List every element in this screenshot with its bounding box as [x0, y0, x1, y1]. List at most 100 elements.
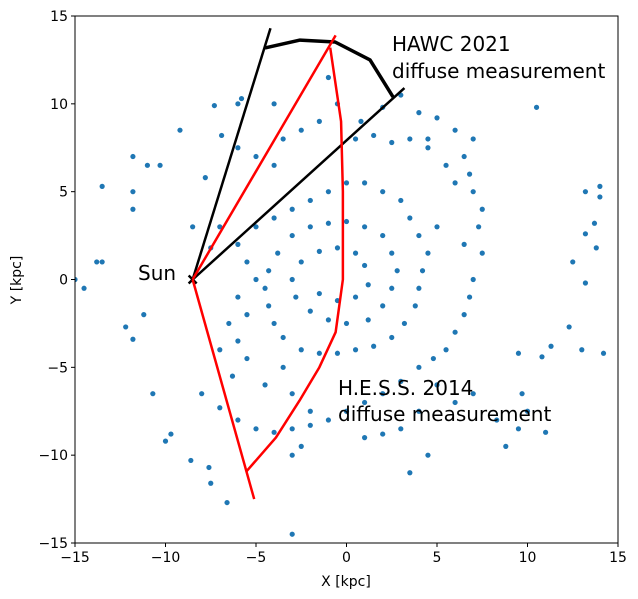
point	[519, 391, 525, 397]
y-tick-label: −10	[38, 448, 68, 464]
point	[235, 294, 241, 300]
point	[476, 224, 482, 230]
point	[289, 391, 295, 397]
point	[293, 294, 299, 300]
point	[461, 312, 467, 318]
point	[81, 285, 87, 291]
point	[219, 132, 225, 139]
point	[343, 408, 350, 414]
point	[235, 145, 241, 151]
point	[389, 250, 395, 256]
y-axis-label: Y [kpc]	[9, 256, 25, 306]
point	[238, 95, 245, 102]
point	[307, 422, 313, 428]
point	[266, 268, 272, 274]
point	[380, 232, 386, 239]
point	[566, 324, 572, 330]
point	[275, 250, 281, 256]
point	[190, 224, 196, 230]
point	[316, 118, 322, 124]
point	[307, 308, 313, 314]
y-tick-label: 10	[50, 97, 68, 113]
point	[362, 262, 368, 269]
point	[479, 206, 485, 212]
point	[362, 224, 368, 230]
point	[289, 531, 295, 537]
point	[380, 391, 386, 397]
point	[398, 197, 404, 204]
point	[130, 336, 136, 342]
point	[217, 347, 223, 353]
point	[316, 290, 322, 297]
point	[470, 189, 476, 195]
x-tick-label: 5	[433, 550, 442, 566]
point	[202, 175, 208, 181]
point	[479, 250, 485, 256]
y-tick-label: 5	[59, 185, 68, 201]
point	[443, 162, 449, 168]
point	[371, 343, 377, 349]
point	[597, 183, 603, 189]
point	[443, 347, 449, 353]
point	[253, 276, 259, 283]
point	[208, 480, 214, 486]
point	[334, 245, 341, 251]
point	[593, 245, 599, 251]
point	[425, 136, 431, 142]
point	[416, 364, 422, 370]
point	[425, 250, 431, 256]
point	[543, 429, 549, 435]
point	[266, 303, 272, 309]
point	[466, 171, 473, 177]
point	[352, 347, 359, 353]
region-line	[191, 87, 406, 281]
point	[271, 429, 277, 435]
annotation: H.E.S.S. 2014	[338, 376, 473, 400]
point	[362, 399, 368, 406]
point	[271, 162, 277, 168]
point	[235, 101, 241, 107]
point	[235, 417, 241, 423]
point	[150, 391, 156, 397]
point	[425, 452, 431, 458]
x-tick-label: 15	[609, 550, 627, 566]
point	[343, 320, 350, 327]
x-tick-label: −15	[60, 550, 90, 566]
point	[352, 250, 359, 256]
point	[352, 136, 359, 142]
point	[298, 127, 304, 133]
point	[99, 183, 105, 189]
point	[515, 426, 522, 432]
point	[452, 180, 458, 186]
point	[244, 355, 250, 362]
point	[461, 153, 467, 160]
point	[316, 350, 322, 356]
point	[271, 101, 277, 107]
point	[416, 285, 422, 291]
point	[380, 303, 386, 309]
point	[280, 364, 286, 370]
point	[168, 431, 174, 437]
point	[398, 426, 404, 432]
point	[380, 189, 386, 195]
point	[325, 189, 331, 195]
point	[416, 110, 422, 116]
point	[206, 464, 212, 471]
point	[307, 197, 313, 204]
point	[582, 231, 589, 237]
point	[325, 220, 331, 226]
point	[470, 136, 476, 142]
point	[334, 350, 341, 356]
point	[371, 132, 377, 139]
point	[425, 145, 431, 151]
point	[75, 276, 78, 283]
point	[289, 276, 295, 283]
point	[470, 276, 476, 283]
point	[298, 443, 304, 449]
region-line	[191, 279, 256, 500]
point	[407, 215, 413, 221]
point	[224, 499, 230, 506]
point	[289, 232, 295, 239]
point	[412, 303, 418, 309]
